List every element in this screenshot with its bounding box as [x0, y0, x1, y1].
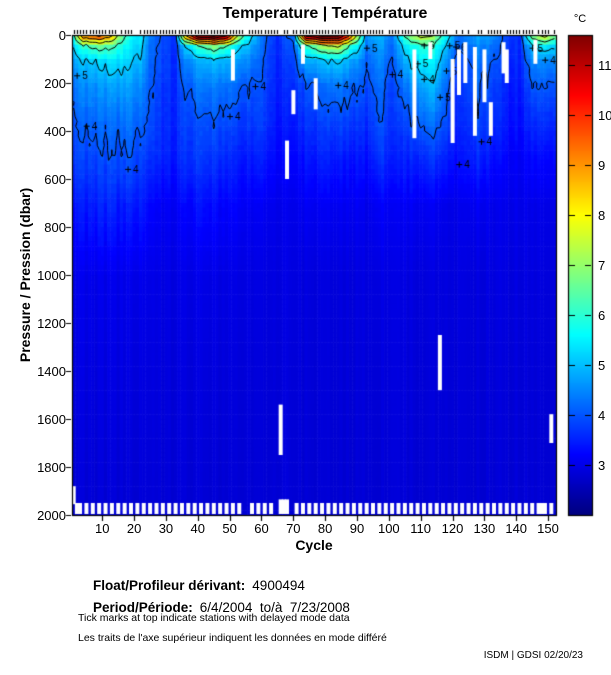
- y-tick-label-1800: 1800: [37, 460, 66, 475]
- note-english: Tick marks at top indicate stations with…: [78, 612, 350, 624]
- y-tick-label-1400: 1400: [37, 364, 66, 379]
- x-tick-label-50: 50: [222, 521, 237, 536]
- colorbar-tick-label-8: 8: [598, 208, 606, 223]
- x-tick-label-110: 110: [410, 521, 432, 536]
- y-tick-label-1000: 1000: [37, 268, 66, 283]
- x-tick-label-70: 70: [286, 521, 301, 536]
- float-id-value: 4900494: [252, 578, 305, 593]
- y-tick-label-1600: 1600: [37, 412, 66, 427]
- x-tick-label-100: 100: [377, 521, 400, 536]
- x-tick-label-140: 140: [505, 521, 528, 536]
- x-tick-label-60: 60: [254, 521, 269, 536]
- y-tick-label-1200: 1200: [37, 316, 66, 331]
- period-label: Period/Période:: [93, 600, 193, 615]
- x-tick-label-130: 130: [473, 521, 496, 536]
- y-tick-label-600: 600: [44, 172, 66, 187]
- y-tick-label-800: 800: [44, 220, 66, 235]
- x-tick-label-120: 120: [441, 521, 464, 536]
- credit-line: ISDM | GDSI 02/20/23: [483, 650, 583, 661]
- colorbar-tick-label-11: 11: [598, 58, 611, 73]
- colorbar-tick-label-9: 9: [598, 158, 606, 173]
- colorbar-tick-label-3: 3: [598, 458, 606, 473]
- period-value: 6/4/2004 to/à 7/23/2008: [199, 600, 350, 615]
- colorbar-tick-label-5: 5: [598, 358, 606, 373]
- y-tick-label-0: 0: [58, 28, 66, 43]
- x-tick-label-80: 80: [317, 521, 333, 536]
- x-tick-label-150: 150: [537, 521, 559, 536]
- y-tick-label-200: 200: [44, 76, 66, 91]
- colorbar-tick-label-10: 10: [598, 108, 611, 123]
- y-tick-label-2000: 2000: [37, 508, 66, 523]
- x-tick-label-30: 30: [158, 521, 174, 536]
- x-tick-label-20: 20: [126, 521, 142, 536]
- colorbar-tick-label-4: 4: [598, 408, 606, 423]
- float-id-label: Float/Profileur dérivant:: [93, 578, 246, 593]
- float-id-line: Float/Profileur dérivant: 4900494: [78, 563, 305, 608]
- period-line: Period/Période: 6/4/2004 to/à 7/23/2008: [78, 585, 350, 630]
- colorbar-tick-label-7: 7: [598, 258, 606, 273]
- x-tick-label-90: 90: [349, 521, 365, 536]
- y-tick-label-400: 400: [44, 124, 66, 139]
- colorbar-unit-label: °C: [573, 13, 587, 25]
- note-french: Les traits de l'axe supérieur indiquent …: [78, 632, 387, 644]
- x-tick-label-40: 40: [190, 521, 205, 536]
- chart-title: Temperature | Température: [222, 5, 428, 22]
- x-axis-label: Cycle: [295, 537, 333, 553]
- colorbar-tick-label-6: 6: [598, 308, 606, 323]
- x-tick-label-10: 10: [95, 521, 110, 536]
